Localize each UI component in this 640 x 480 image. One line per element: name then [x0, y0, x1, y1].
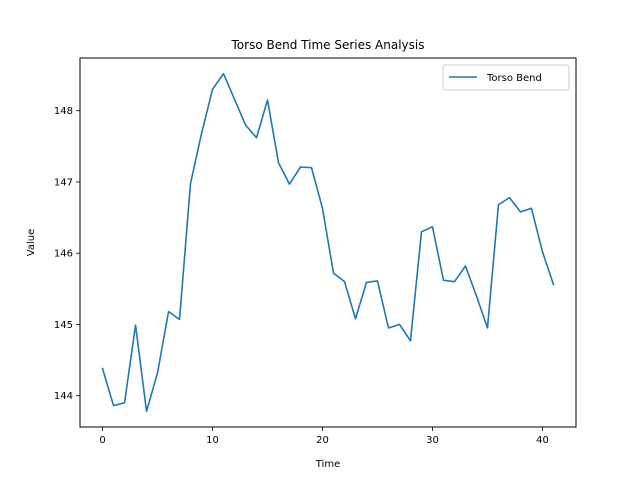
x-tick-label: 0 [99, 435, 105, 446]
chart-title: Torso Bend Time Series Analysis [231, 38, 425, 52]
plot-layer [101, 72, 555, 413]
legend-label-torso-bend: Torso Bend [486, 73, 542, 84]
x-axis: 0 10 20 30 40 [99, 427, 549, 446]
y-tick-label: 147 [54, 177, 73, 188]
y-axis: 144 145 146 147 148 [54, 106, 80, 402]
series-line-torso-bend [101, 72, 555, 413]
y-tick-label: 146 [54, 249, 73, 260]
x-axis-label: Time [315, 459, 340, 470]
x-tick-label: 20 [316, 435, 329, 446]
x-tick-label: 30 [426, 435, 439, 446]
y-tick-label: 144 [54, 391, 73, 402]
x-tick-label: 40 [536, 435, 549, 446]
y-tick-label: 148 [54, 106, 73, 117]
y-tick-label: 145 [54, 320, 73, 331]
legend-box [442, 64, 570, 91]
y-axis-label: Value [26, 229, 37, 256]
legend: Torso Bend [442, 64, 570, 91]
x-tick-label: 10 [206, 435, 219, 446]
plot-frame [79, 57, 577, 428]
